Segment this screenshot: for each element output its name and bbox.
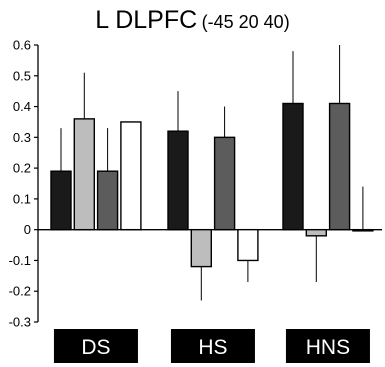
- category-label: HS: [198, 336, 227, 359]
- category-label: DS: [81, 336, 110, 359]
- y-tick-label: 0.6: [13, 38, 31, 53]
- y-tick-label: 0.3: [13, 130, 31, 145]
- bar: [213, 136, 236, 231]
- category-label: HNS: [306, 336, 350, 359]
- category-label-box: [170, 329, 255, 363]
- bar: [328, 102, 351, 231]
- category-label-box: [53, 329, 138, 363]
- y-axis: 0.6 0.5 0.4 0.3 0.2 0.1 0 -0.1 -0.2 -0.3: [9, 38, 382, 330]
- y-tick-label: 0.2: [13, 161, 31, 176]
- bar: [50, 170, 72, 231]
- chart-title-coords: (-45 20 40): [201, 12, 290, 32]
- category-labels: DS HS HNS: [53, 329, 370, 363]
- y-tick-label: 0.5: [13, 68, 31, 83]
- bar: [305, 228, 327, 237]
- bar: [237, 228, 259, 262]
- y-tick-label: 0.4: [13, 99, 31, 114]
- bars: [50, 102, 374, 268]
- y-tick-label: -0.2: [9, 284, 31, 299]
- y-tick-label: -0.1: [9, 253, 31, 268]
- chart-title-main: L DLPFC: [95, 6, 198, 34]
- bar: [73, 118, 96, 231]
- bar: [120, 121, 142, 231]
- category-label-box: [285, 329, 370, 363]
- bar: [352, 228, 374, 232]
- y-tick-label: 0.1: [13, 191, 31, 206]
- y-tick-label: 0: [24, 222, 31, 237]
- bar: [282, 102, 304, 231]
- y-tick-label: -0.3: [9, 315, 31, 330]
- error-bars: [60, 45, 364, 301]
- chart-title: L DLPFC (-45 20 40): [0, 6, 385, 35]
- bar: [167, 130, 189, 231]
- bar: [190, 228, 213, 268]
- bar: [96, 170, 119, 231]
